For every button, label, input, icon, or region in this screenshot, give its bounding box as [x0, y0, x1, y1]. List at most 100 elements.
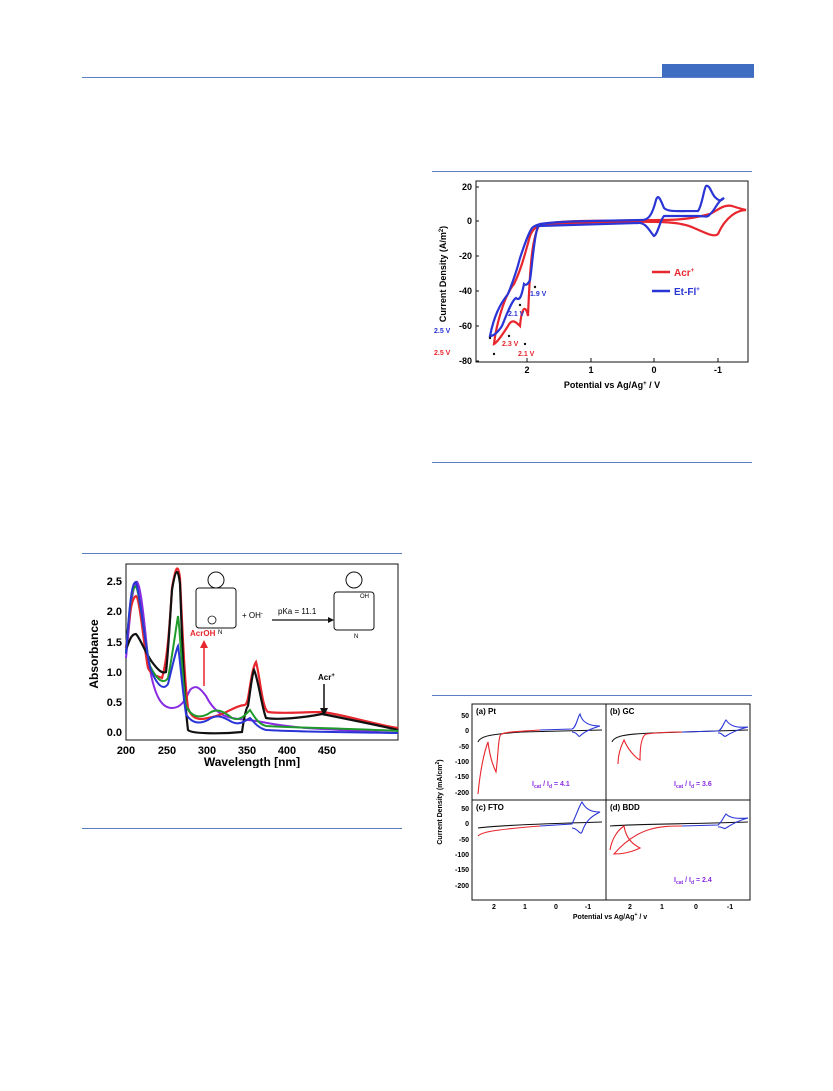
cv-xlabel: Potential vs Ag/Ag+ / V — [564, 380, 660, 390]
panel-frame — [471, 703, 751, 901]
panel-ytick: -200 — [455, 790, 469, 797]
uv-xlabel: Wavelength [nm] — [204, 755, 300, 768]
panel-ytick: -100 — [455, 759, 469, 766]
panel-title-d: (d) BDD — [610, 803, 640, 812]
annotation-acroh: AcrOH — [190, 629, 216, 638]
cv-yticks: 20 0 -20 -40 -60 -80 — [459, 182, 472, 366]
panel-ylabel: Current Density (mA/cm2) — [435, 759, 444, 844]
uv-xtick: 300 — [198, 745, 216, 757]
panel-xtick: -1 — [727, 904, 733, 911]
panel-a-curves — [477, 712, 603, 795]
figure-top-rule — [432, 171, 752, 172]
panel-title-b: (b) GC — [610, 707, 635, 716]
cv-xtick: 1 — [588, 365, 593, 375]
uv-xtick: 250 — [158, 745, 176, 757]
scheme-oh-reagent: + OH- — [242, 611, 263, 620]
cv-xticks: 2 1 0 -1 — [524, 365, 722, 375]
uv-ytick: 1.0 — [107, 667, 122, 679]
panel-xlabel: Potential vs Ag/Ag+ / v — [573, 912, 647, 921]
ratio-label-b: Icat / Id = 3.6 — [674, 781, 712, 790]
cv-curve-etfl — [488, 184, 725, 338]
cv-ytick: 20 — [462, 182, 472, 192]
ratio-label-d: Icat / Id = 2.4 — [674, 877, 712, 886]
scheme-oh-group: OH — [360, 594, 369, 600]
cv-xtick: 0 — [651, 365, 656, 375]
panel-ytick: 50 — [461, 806, 469, 813]
panel-xtick: 1 — [660, 904, 664, 911]
cv-annotation: 2.5 V — [434, 328, 451, 335]
panel-figure: 50 0 -50 -100 -150 -200 50 0 -50 -100 -1… — [435, 703, 751, 921]
panel-ytick: -150 — [455, 774, 469, 781]
uv-xticks: 200 250 300 350 400 450 — [117, 745, 336, 757]
panel-ytick: -50 — [459, 744, 469, 751]
panel-xtick: 2 — [492, 904, 496, 911]
panel-d-curves — [609, 813, 749, 855]
panel-xtick: 1 — [523, 904, 527, 911]
panel-yticks-top: 50 0 -50 -100 -150 -200 — [455, 713, 469, 797]
panel-ytick: -150 — [455, 867, 469, 874]
phenyl-ring — [345, 571, 363, 589]
panel-xtick: 0 — [694, 904, 698, 911]
acridinium-structure — [195, 587, 237, 629]
reaction-scheme: N + OH- pKa = 11.1 OH N — [195, 571, 375, 640]
uv-trace-blue — [125, 580, 399, 734]
panel-xticks-right: 2 1 0 -1 — [628, 904, 733, 911]
uv-ytick: 2.5 — [107, 576, 122, 588]
figure-bottom-rule — [432, 462, 752, 463]
cv-annotation: 2.1 V — [518, 351, 535, 358]
cv-ylabel: Current Density (A/m2) — [438, 226, 448, 322]
uv-xtick: 350 — [238, 745, 256, 757]
uv-ytick: 2.0 — [107, 606, 122, 618]
panel-xtick: 0 — [554, 904, 558, 911]
panel-ytick: -100 — [455, 852, 469, 859]
cv-ytick: -40 — [459, 286, 472, 296]
scheme-n-right: N — [354, 634, 358, 640]
phenyl-ring — [207, 571, 225, 589]
scheme-n-left: N — [218, 630, 222, 636]
uv-ytick: 1.5 — [107, 637, 122, 649]
cv-ytick: -60 — [459, 321, 472, 331]
uv-xtick: 450 — [318, 745, 336, 757]
cv-legend: Acr+ Et-Fl+ — [652, 268, 700, 298]
cv-plot-frame — [475, 180, 749, 363]
figure-top-rule — [432, 695, 752, 696]
cv-annotation: 2.3 V — [502, 341, 519, 348]
cv-xtick: -1 — [714, 365, 722, 375]
panel-title-a: (a) Pt — [476, 707, 496, 716]
cv-xtick: 2 — [524, 365, 529, 375]
panel-xtick: -1 — [585, 904, 591, 911]
uv-xtick: 200 — [117, 745, 135, 757]
acroh-structure — [333, 591, 375, 631]
legend-label-etfl: Et-Fl+ — [674, 287, 700, 298]
cv-ytick: -20 — [459, 251, 472, 261]
header-tab — [662, 64, 754, 77]
uv-yticks: 0.0 0.5 1.0 1.5 2.0 2.5 — [107, 576, 122, 739]
header-rule — [82, 77, 754, 78]
panel-ytick: -50 — [459, 837, 469, 844]
cv-ytick: -80 — [459, 356, 472, 366]
panel-ytick: 0 — [465, 728, 469, 735]
figure-bottom-rule — [82, 828, 402, 829]
cv-curve-acr — [492, 204, 747, 346]
cv-annotation: 2.1 V — [508, 311, 525, 318]
plus-charge-icon — [207, 615, 217, 625]
cv-figure: 20 0 -20 -40 -60 -80 2 1 0 -1 Potential … — [434, 180, 749, 390]
uv-xtick: 400 — [278, 745, 296, 757]
panel-ytick: -200 — [455, 883, 469, 890]
ratio-label-a: Icat / Id = 4.1 — [532, 781, 570, 790]
uv-ylabel: Absorbance — [87, 619, 101, 689]
cv-ytick: 0 — [467, 216, 472, 226]
uv-ytick: 0.5 — [107, 697, 122, 709]
uv-figure: 0.0 0.5 1.0 1.5 2.0 2.5 200 250 300 350 … — [87, 563, 399, 768]
scheme-pka: pKa = 11.1 — [278, 607, 317, 616]
arrow-down-icon — [320, 708, 328, 716]
panel-title-c: (c) FTO — [476, 803, 504, 812]
arrow-up-icon — [200, 640, 208, 648]
panel-b-curves — [611, 719, 749, 765]
cv-annotation: 1.9 V — [530, 291, 547, 298]
reaction-arrow-head — [328, 617, 334, 623]
legend-label-acr: Acr+ — [674, 268, 695, 279]
panel-yticks-bottom: 50 0 -50 -100 -150 -200 — [455, 806, 469, 890]
cv-annotation: 2.5 V — [434, 350, 451, 357]
annotation-acr: Acr+ — [318, 673, 335, 682]
